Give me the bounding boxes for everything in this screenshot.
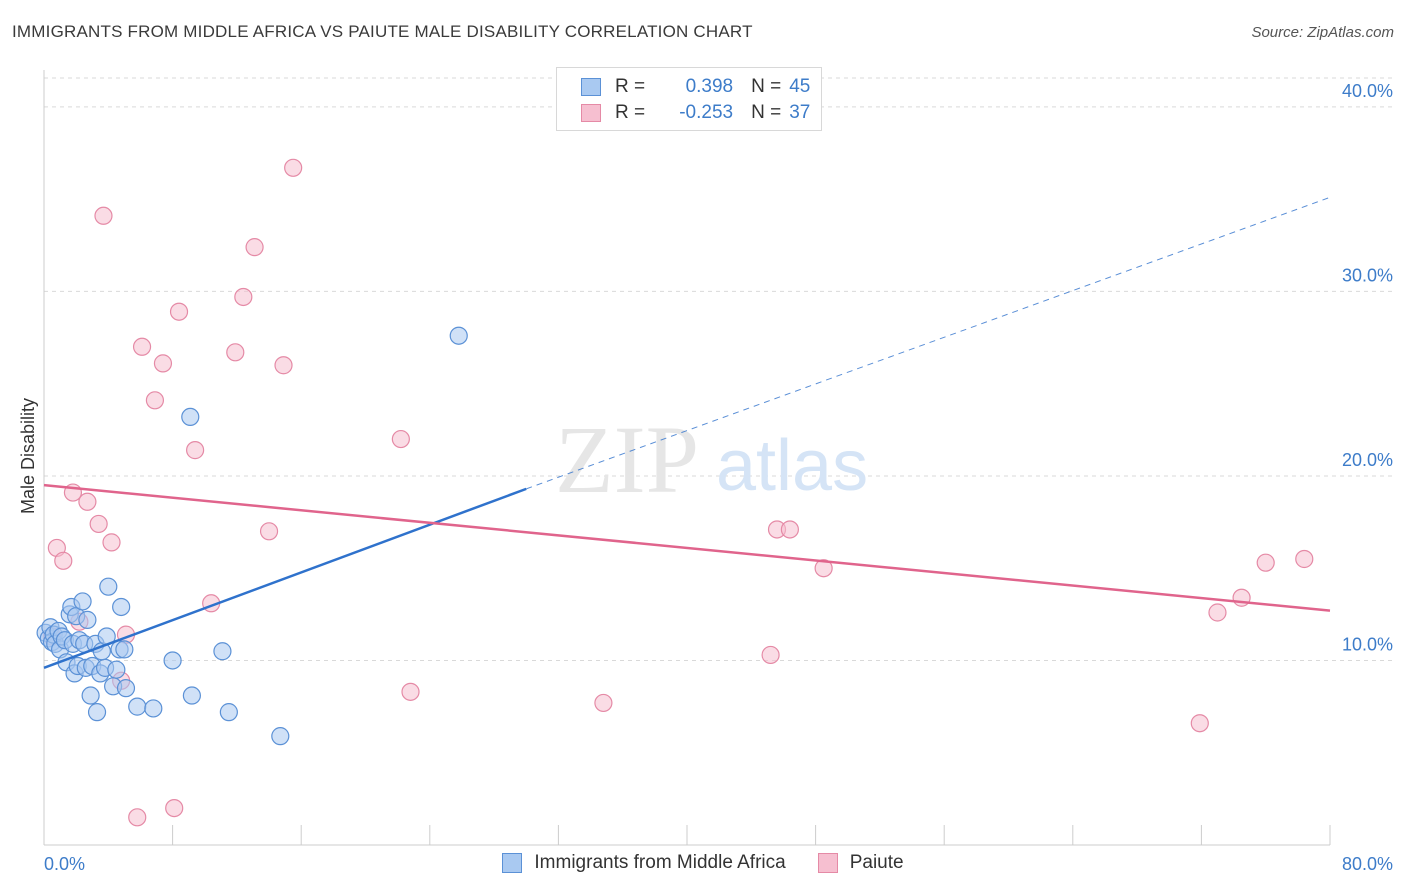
legend-item-paiute[interactable]: Paiute — [817, 852, 904, 874]
paiute-point — [401, 682, 420, 701]
trend-lines — [43, 196, 1331, 670]
source-label: Source: ZipAtlas.com — [1251, 24, 1394, 41]
legend-row-pink: R = -0.253 N = 37 — [581, 100, 810, 126]
y-axis-label: Male Disability — [18, 398, 38, 514]
paiute-point — [814, 559, 833, 578]
paiute-point — [128, 808, 147, 827]
paiute-point — [132, 337, 152, 356]
r-label: R = — [615, 76, 646, 97]
pink-square-icon — [817, 853, 838, 873]
middle-africa-point — [112, 597, 131, 617]
legend-label: Immigrants from Middle Africa — [534, 852, 786, 873]
paiute-point — [153, 354, 173, 373]
middle-africa-point — [449, 326, 468, 345]
x-tick-label: 80.0% — [1342, 854, 1393, 874]
series-legend: Immigrants from Middle Africa Paiute — [0, 852, 1406, 874]
legend-row-blue: R = 0.398 N = 45 — [581, 74, 810, 100]
paiute-point — [226, 343, 245, 362]
middle-africa-point — [144, 699, 163, 718]
paiute-point — [1208, 603, 1227, 622]
middle-africa-point — [219, 703, 238, 722]
middle-africa-trend-line — [43, 487, 527, 670]
paiute-point — [54, 551, 73, 570]
middle-africa-point — [107, 660, 126, 679]
paiute-point — [761, 645, 780, 665]
paiute-point — [780, 520, 799, 539]
blue-square-icon — [502, 853, 523, 873]
paiute-point — [169, 302, 189, 321]
paiute-point — [594, 693, 613, 713]
middle-africa-point — [78, 610, 97, 629]
middle-africa-point — [182, 686, 201, 705]
watermark-zip: ZIP — [555, 406, 699, 513]
r-value: 0.398 — [685, 76, 734, 97]
middle-africa-point — [87, 703, 107, 722]
middle-africa-point — [128, 697, 147, 716]
chart-title: IMMIGRANTS FROM MIDDLE AFRICA VS PAIUTE … — [12, 22, 753, 41]
legend-label: Paiute — [849, 852, 904, 873]
paiute-point — [165, 798, 184, 818]
middle-africa-point — [213, 642, 232, 661]
y-tick-label: 30.0% — [1342, 265, 1393, 285]
paiute-point — [1295, 549, 1314, 569]
paiute-point — [234, 287, 253, 307]
n-value: 45 — [789, 76, 811, 97]
gridlines — [44, 77, 1394, 661]
paiute-point — [145, 391, 165, 410]
paiute-point — [391, 429, 410, 449]
paiute-point — [94, 206, 113, 225]
x-tick-label: 0.0% — [44, 854, 85, 874]
paiute-point — [245, 238, 264, 257]
paiute-trend-line — [43, 483, 1331, 612]
paiute-point — [1190, 714, 1209, 733]
paiute-point — [274, 356, 293, 375]
paiute-point — [89, 514, 108, 534]
tick-labels: 10.0% 20.0% 30.0% 40.0% 0.0% 80.0% — [44, 81, 1393, 874]
middle-africa-point — [163, 651, 182, 670]
paiute-point — [284, 158, 303, 177]
y-tick-label: 10.0% — [1342, 634, 1393, 654]
y-tick-label: 40.0% — [1342, 81, 1393, 101]
n-label: N = — [751, 76, 782, 97]
y-tick-label: 20.0% — [1342, 450, 1393, 470]
blue-swatch-icon — [581, 78, 601, 96]
legend-item-middle-africa[interactable]: Immigrants from Middle Africa — [502, 852, 786, 874]
paiute-point — [186, 441, 205, 460]
paiute-point — [78, 492, 97, 511]
middle-africa-point — [73, 592, 92, 611]
watermark-atlas: atlas — [716, 426, 868, 506]
middle-africa-point — [116, 679, 136, 698]
middle-africa-points — [36, 326, 468, 746]
paiute-point — [102, 533, 121, 552]
middle-africa-point — [271, 727, 290, 746]
r-label: R = — [615, 102, 646, 123]
r-value: -0.253 — [679, 102, 734, 123]
paiute-point — [1256, 553, 1275, 572]
middle-africa-point — [81, 686, 100, 705]
n-value: 37 — [789, 102, 811, 123]
paiute-point — [259, 522, 279, 541]
correlation-legend: R = 0.398 N = 45 R = -0.253 N = 37 — [556, 67, 822, 131]
n-label: N = — [751, 102, 782, 123]
middle-africa-point — [115, 640, 134, 659]
middle-africa-point — [99, 577, 118, 596]
middle-africa-point — [181, 407, 200, 427]
pink-swatch-icon — [581, 104, 601, 122]
axes — [43, 70, 1331, 846]
